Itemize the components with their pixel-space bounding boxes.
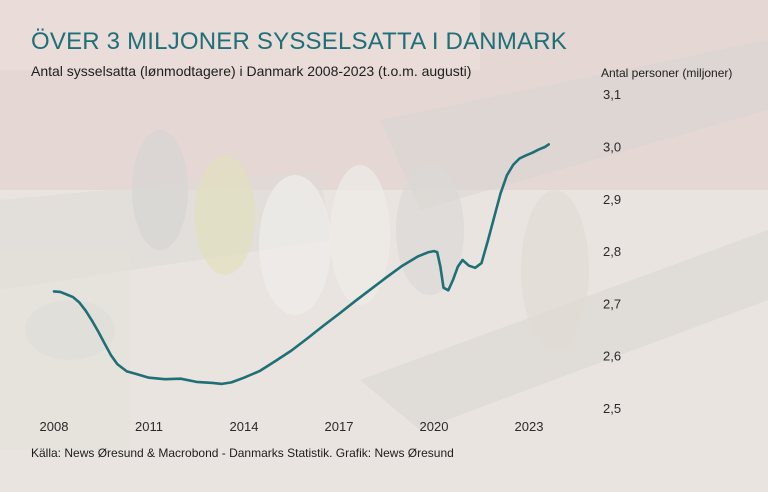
y-tick-label: 2,6 [603, 349, 621, 364]
y-tick-label: 2,7 [603, 296, 621, 311]
y-tick-label: 2,5 [603, 401, 621, 416]
y-tick-label: 2,8 [603, 244, 621, 259]
y-tick-label: 3,1 [603, 87, 621, 102]
series-line-0 [52, 143, 550, 386]
x-tick-label: 2023 [515, 419, 544, 434]
x-tick-label: 2014 [230, 419, 259, 434]
x-tick-label: 2017 [325, 419, 354, 434]
source-note: Källa: News Øresund & Macrobond - Danmar… [31, 446, 454, 460]
y-axis-label: Antal personer (miljoner) [601, 66, 733, 80]
chart-title: ÖVER 3 MILJONER SYSSELSATTA I DANMARK [31, 28, 567, 55]
x-tick-label: 2011 [135, 419, 163, 434]
y-tick-label: 2,9 [603, 192, 621, 207]
y-tick-label: 3,0 [603, 140, 621, 155]
x-tick-label: 2008 [40, 419, 69, 434]
x-tick-label: 2020 [420, 419, 449, 434]
chart-subtitle: Antal sysselsatta (lønmodtagere) i Danma… [31, 63, 472, 79]
